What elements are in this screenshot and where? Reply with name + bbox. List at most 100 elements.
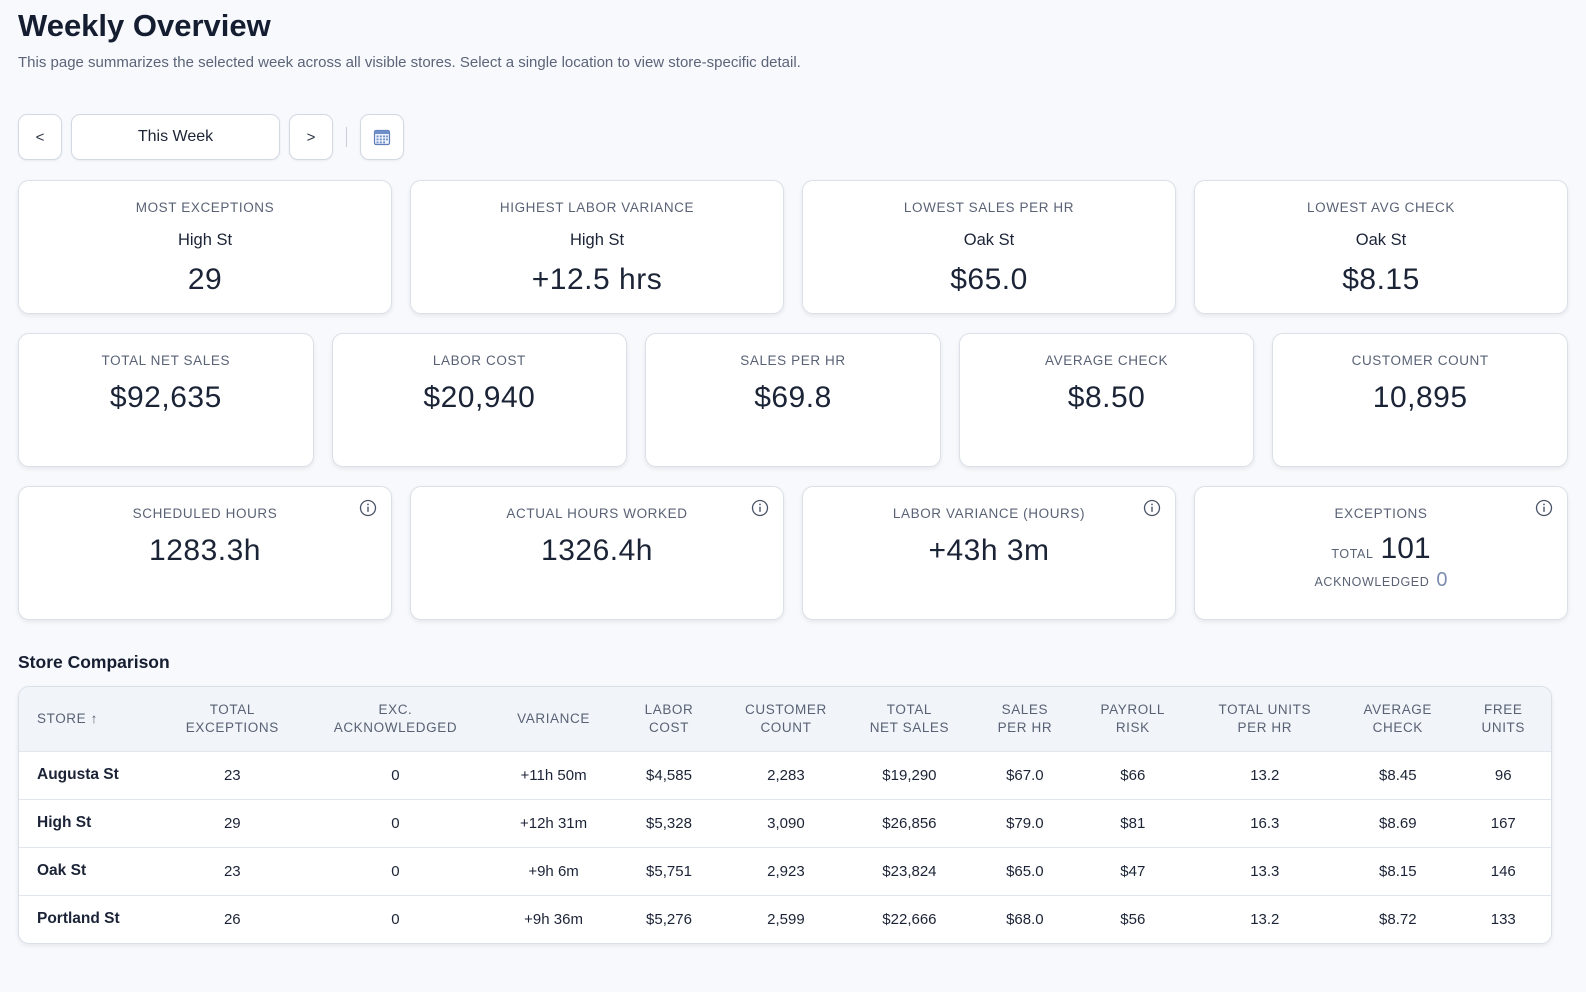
cell-average-check: $8.45	[1379, 766, 1417, 784]
cell-customer-count: 3,090	[767, 814, 805, 832]
table-row[interactable]: Portland St 26 0 +9h 36m $5,276 2,599 $22,666 $…	[19, 895, 1551, 943]
cell-store: Portland St	[37, 910, 120, 928]
column-header-text: COST	[649, 719, 689, 735]
page-title: Weekly Overview	[18, 8, 271, 43]
cell-total-units-per-hr: 13.2	[1250, 910, 1280, 928]
card-label: EXCEPTIONS	[1334, 506, 1428, 521]
column-header-text: STORE ↑	[37, 710, 98, 726]
cell-variance: +11h 50m	[520, 766, 587, 784]
column-header-text: EXC.	[378, 701, 413, 717]
card-label: MOST EXCEPTIONS	[135, 200, 275, 215]
nav-divider	[346, 127, 347, 147]
exceptions-total-line: TOTAL 101	[1331, 531, 1430, 567]
cell-payroll-risk: $66	[1120, 766, 1146, 784]
card-label: HIGHEST LABOR VARIANCE	[499, 200, 695, 215]
cell-total-units-per-hr: 13.3	[1250, 862, 1280, 880]
next-week-button[interactable]: >	[289, 114, 333, 160]
sales-per-hr-card: SALES PER HR $69.8	[645, 333, 941, 467]
store-comparison-table: STORE ↑ TOTAL EXCEPTIONS EXC. ACKNOWLEDGED VA…	[18, 686, 1552, 944]
column-header-text: EXCEPTIONS	[185, 719, 279, 735]
cell-average-check: $8.72	[1379, 910, 1417, 928]
cell-total-exceptions: 23	[223, 766, 241, 784]
column-header-average-check[interactable]: AVERAGE CHECK	[1340, 687, 1455, 751]
cell-labor-cost: $5,328	[646, 814, 692, 832]
column-header-store[interactable]: STORE ↑	[19, 687, 170, 751]
hours-cards: SCHEDULED HOURS 1283.3h ACTUAL HOURS WOR…	[18, 486, 1568, 620]
card-label: ACTUAL HOURS WORKED	[506, 506, 688, 521]
card-label: CUSTOMER COUNT	[1351, 353, 1489, 368]
cell-payroll-risk: $56	[1120, 910, 1146, 928]
column-header-text: LABOR	[644, 701, 694, 717]
exceptions-ack-line: ACKNOWLEDGED 0	[1315, 569, 1448, 592]
highlight-cards: MOST EXCEPTIONS High St 29 HIGHEST LABOR…	[18, 180, 1568, 314]
cell-average-check: $8.69	[1379, 814, 1417, 832]
table-header-row: STORE ↑ TOTAL EXCEPTIONS EXC. ACKNOWLEDGED VA…	[19, 687, 1551, 751]
cell-labor-cost: $5,751	[646, 862, 692, 880]
column-header-sales-per-hr[interactable]: SALES PER HR	[974, 687, 1076, 751]
cell-free-units: 146	[1490, 862, 1516, 880]
card-label: SCHEDULED HOURS	[132, 506, 278, 521]
column-header-text: CHECK	[1372, 719, 1423, 735]
exceptions-ack-label: ACKNOWLEDGED	[1314, 575, 1430, 589]
cell-exc-acknowledged: 0	[391, 814, 400, 832]
column-header-labor-cost[interactable]: LABOR COST	[611, 687, 726, 751]
info-icon[interactable]	[1535, 499, 1553, 517]
card-store: High St	[569, 231, 625, 249]
column-header-variance[interactable]: VARIANCE	[496, 687, 611, 751]
card-value: 1326.4h	[541, 534, 653, 567]
customer-count-card: CUSTOMER COUNT 10,895	[1272, 333, 1568, 467]
calendar-button[interactable]	[360, 114, 404, 160]
column-header-text: TOTAL	[886, 701, 933, 717]
card-label: TOTAL NET SALES	[101, 353, 231, 368]
table-row[interactable]: Oak St 23 0 +9h 6m $5,751 2,923 $23,824 $65.0 $4…	[19, 847, 1551, 895]
column-header-customer-count[interactable]: CUSTOMER COUNT	[727, 687, 845, 751]
card-label: LABOR COST	[432, 353, 526, 368]
column-header-text: NET SALES	[869, 719, 950, 735]
column-header-payroll-risk[interactable]: PAYROLL RISK	[1076, 687, 1189, 751]
column-header-text: CUSTOMER	[745, 701, 827, 717]
cell-variance: +9h 6m	[528, 862, 579, 880]
column-header-exc-acknowledged[interactable]: EXC. ACKNOWLEDGED	[295, 687, 496, 751]
cell-total-exceptions: 23	[223, 862, 241, 880]
cell-variance: +9h 36m	[524, 910, 583, 928]
average-check-card: AVERAGE CHECK $8.50	[958, 333, 1255, 467]
column-header-text: TOTAL UNITS	[1218, 701, 1312, 717]
previous-week-button[interactable]: <	[18, 114, 62, 160]
info-icon[interactable]	[1143, 499, 1161, 517]
column-header-text: PER HR	[997, 719, 1053, 735]
highest-labor-variance-card: HIGHEST LABOR VARIANCE High St +12.5 hrs	[410, 180, 784, 314]
cell-total-units-per-hr: 13.2	[1250, 766, 1280, 784]
actual-hours-worked-card: ACTUAL HOURS WORKED 1326.4h	[410, 486, 784, 620]
cell-labor-cost: $5,276	[646, 910, 692, 928]
labor-variance-hours-card: LABOR VARIANCE (HOURS) +43h 3m	[802, 486, 1176, 620]
week-selector[interactable]: This Week	[71, 114, 280, 160]
card-store: Oak St	[1355, 231, 1407, 249]
cell-sales-per-hr: $79.0	[1006, 814, 1044, 832]
cell-payroll-risk: $81	[1120, 814, 1146, 832]
cell-free-units: 96	[1494, 766, 1512, 784]
cell-store: High St	[37, 814, 92, 831]
info-icon[interactable]	[359, 499, 377, 517]
column-header-text: COUNT	[760, 719, 812, 735]
column-header-text: UNITS	[1481, 719, 1525, 735]
cell-sales-per-hr: $68.0	[1006, 910, 1044, 928]
column-header-total-net-sales[interactable]: TOTAL NET SALES	[845, 687, 974, 751]
page-subtitle: This page summarizes the selected week a…	[18, 54, 801, 71]
cell-total-exceptions: 29	[223, 814, 241, 832]
card-value: +12.5 hrs	[531, 263, 663, 296]
cell-exc-acknowledged: 0	[391, 910, 400, 928]
card-label: LABOR VARIANCE (HOURS)	[892, 506, 1086, 521]
store-comparison-title: Store Comparison	[18, 652, 170, 672]
most-exceptions-card: MOST EXCEPTIONS High St 29	[18, 180, 392, 314]
column-header-total-units-per-hr[interactable]: TOTAL UNITS PER HR	[1190, 687, 1341, 751]
card-value: $8.50	[1067, 381, 1146, 414]
column-header-free-units[interactable]: FREE UNITS	[1456, 687, 1551, 751]
column-header-total-exceptions[interactable]: TOTAL EXCEPTIONS	[170, 687, 295, 751]
cell-free-units: 167	[1490, 814, 1516, 832]
cell-exc-acknowledged: 0	[391, 862, 400, 880]
column-header-text: FREE	[1484, 701, 1523, 717]
table-row[interactable]: Augusta St 23 0 +11h 50m $4,585 2,283 $19,290 $…	[19, 751, 1551, 799]
cell-customer-count: 2,599	[767, 910, 805, 928]
info-icon[interactable]	[751, 499, 769, 517]
table-row[interactable]: High St 29 0 +12h 31m $5,328 3,090 $26,856 $79.…	[19, 799, 1551, 847]
